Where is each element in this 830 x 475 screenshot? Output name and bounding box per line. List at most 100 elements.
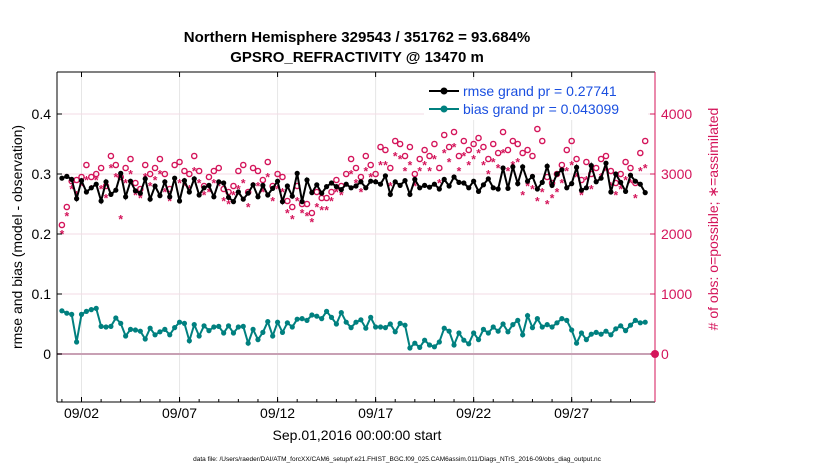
assimilated-obs-point: * (496, 162, 501, 176)
assimilated-obs-point: * (163, 186, 168, 200)
rmse-point (480, 182, 487, 188)
possible-obs-point (181, 167, 188, 175)
bias-point (622, 328, 629, 334)
assimilated-obs-point: * (207, 186, 212, 200)
possible-obs-point (333, 176, 340, 184)
bias-point (613, 326, 619, 332)
assimilated-obs-point: * (535, 195, 540, 209)
assimilated-obs-point: * (290, 213, 295, 227)
assimilated-obs-point: * (643, 162, 648, 176)
bias-point (446, 328, 452, 334)
assimilated-obs-point: * (177, 177, 182, 191)
assimilated-obs-point: * (133, 189, 138, 203)
rmse-point (608, 189, 614, 195)
rmse-point (358, 179, 364, 185)
assimilated-obs-point: * (383, 159, 388, 173)
bias-point (343, 319, 349, 325)
rmse-point (181, 178, 188, 184)
bias-point (583, 337, 589, 343)
assimilated-obs-point: * (457, 165, 462, 179)
assimilated-obs-point: * (638, 165, 643, 179)
rmse-point (569, 181, 575, 187)
bias-point (319, 316, 325, 322)
assimilated-obs-point: * (584, 174, 589, 188)
rmse-point (456, 179, 462, 185)
assimilated-obs-point: * (226, 198, 231, 212)
y-tick-label: 0.1 (32, 286, 52, 302)
rmse-point (412, 176, 418, 182)
rmse-point (123, 194, 129, 200)
rmse-point (191, 176, 197, 182)
assimilated-obs-point: * (334, 186, 339, 200)
possible-obs-point (92, 170, 100, 178)
x-tick-label: 09/22 (456, 405, 491, 421)
rmse-point (534, 186, 540, 192)
possible-obs-point (303, 200, 311, 208)
assimilated-obs-point: * (182, 180, 187, 194)
bias-point (260, 329, 266, 335)
rmse-point (377, 181, 384, 187)
bias-point (74, 339, 80, 345)
possible-obs-point (465, 146, 473, 154)
possible-obs-point (382, 146, 389, 154)
assimilated-obs-point: * (378, 159, 383, 173)
possible-obs-point (485, 155, 492, 163)
bias-point (569, 327, 575, 333)
y2-tick-label: 1000 (661, 286, 692, 302)
assimilated-obs-point: * (295, 195, 300, 209)
possible-obs-point (186, 170, 193, 178)
possible-obs-point (627, 164, 634, 172)
possible-obs-point (597, 155, 605, 163)
assimilated-obs-point: * (486, 168, 491, 182)
rmse-point (471, 178, 477, 184)
possible-obs-point (342, 170, 350, 178)
plot-background (57, 72, 655, 402)
bias-point (59, 308, 65, 314)
y-tick-label: 0.2 (32, 226, 52, 242)
assimilated-obs-point: * (437, 177, 442, 191)
bias-point (64, 310, 70, 316)
bias-point (191, 322, 197, 328)
possible-obs-point (401, 152, 409, 160)
rmse-point (559, 167, 565, 173)
bias-point (181, 320, 188, 326)
rmse-point (627, 172, 634, 178)
bias-point (299, 316, 305, 322)
possible-obs-point (308, 209, 316, 217)
bias-point (152, 332, 158, 338)
assimilated-obs-point: * (540, 186, 545, 200)
assimilated-obs-point: * (270, 195, 275, 209)
assimilated-obs-point: * (202, 189, 207, 203)
bias-point (407, 345, 413, 351)
bias-point (368, 314, 374, 320)
bias-point (426, 342, 433, 348)
bias-point (598, 331, 604, 337)
assimilated-obs-point: * (628, 177, 633, 191)
assimilated-obs-point: * (99, 183, 104, 197)
bias-point (206, 328, 212, 334)
assimilated-obs-point: * (113, 171, 118, 185)
rmse-point (520, 164, 526, 170)
assimilated-obs-point: * (530, 183, 535, 197)
bias-point (573, 340, 580, 346)
bias-point (250, 326, 256, 332)
y-tick-label: 0.3 (32, 166, 52, 182)
rmse-point (274, 178, 281, 184)
possible-obs-point (323, 194, 330, 202)
bias-point (78, 311, 85, 317)
possible-obs-point (156, 155, 164, 163)
rmse-point (157, 193, 163, 199)
assimilated-obs-point: * (491, 156, 496, 170)
assimilated-obs-point: * (138, 192, 143, 206)
bias-point (333, 321, 339, 327)
bias-point (627, 322, 634, 328)
bias-point (632, 317, 638, 323)
possible-obs-point (416, 155, 424, 163)
possible-obs-point (509, 137, 517, 145)
possible-obs-point (279, 173, 286, 181)
possible-obs-point (171, 161, 178, 169)
assimilated-obs-point: * (84, 174, 89, 188)
possible-obs-point (176, 158, 183, 166)
possible-obs-point (480, 143, 487, 151)
bias-point (98, 323, 104, 329)
